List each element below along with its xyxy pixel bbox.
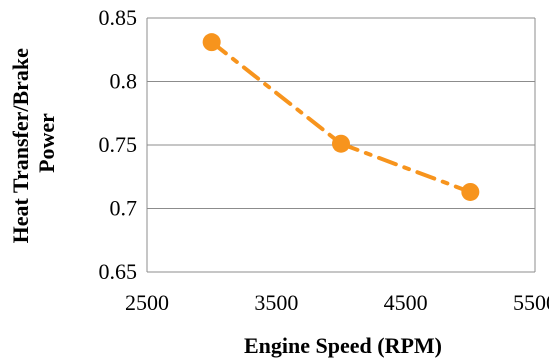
x-tick-label: 5500 — [513, 290, 549, 315]
y-axis-title-line-2: Power — [34, 113, 59, 173]
x-tick-label: 2500 — [125, 290, 169, 315]
data-point-2 — [461, 182, 480, 201]
x-tick-label: 4500 — [384, 290, 428, 315]
x-tick-label: 3500 — [254, 290, 298, 315]
series-line — [209, 40, 473, 194]
y-tick-label: 0.85 — [99, 5, 138, 30]
data-series — [202, 33, 480, 201]
y-tick-label: 0.65 — [99, 259, 138, 284]
x-tick-labels: 2500 3500 4500 5500 — [125, 290, 549, 315]
data-point-1 — [332, 134, 350, 153]
y-tick-label: 0.7 — [110, 196, 138, 221]
y-axis-title: Heat Transfer/Brake Power — [8, 43, 59, 244]
x-axis-title: Engine Speed (RPM) — [244, 333, 442, 358]
y-tick-label: 0.75 — [99, 132, 138, 157]
y-tick-label: 0.8 — [110, 69, 138, 94]
y-axis-title-line-1: Heat Transfer/Brake — [8, 48, 33, 244]
y-tick-labels: 0.65 0.7 0.75 0.8 0.85 — [99, 5, 138, 284]
axes — [146, 18, 536, 273]
data-point-0 — [202, 33, 221, 52]
